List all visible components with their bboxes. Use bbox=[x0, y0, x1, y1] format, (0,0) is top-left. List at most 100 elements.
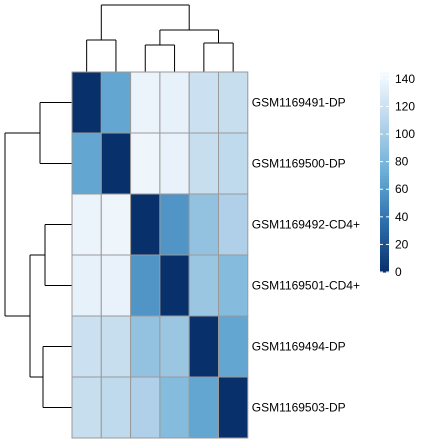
colorbar-segment bbox=[380, 72, 389, 76]
colorbar-segment bbox=[380, 142, 389, 146]
row-label: GSM1169491-DP bbox=[252, 96, 346, 110]
colorbar-tick-label: 140 bbox=[395, 72, 415, 86]
colorbar-segment bbox=[380, 208, 389, 213]
heatmap-cell bbox=[188, 254, 219, 317]
colorbar-segment bbox=[380, 172, 389, 176]
colorbar-segment bbox=[380, 215, 389, 220]
colorbar-segment bbox=[380, 202, 389, 206]
colorbar-segment bbox=[380, 135, 389, 140]
colorbar-segment bbox=[380, 128, 389, 133]
heatmap-cell bbox=[159, 132, 190, 195]
heatmap-cell bbox=[130, 132, 161, 195]
heatmap-cell bbox=[188, 315, 219, 378]
colorbar-segment bbox=[380, 118, 389, 123]
heatmap-cell bbox=[188, 193, 219, 256]
colorbar-tick-label: 0 bbox=[395, 265, 402, 279]
heatmap-cell bbox=[159, 376, 190, 439]
colorbar-segment bbox=[380, 82, 389, 86]
heatmap-cell bbox=[100, 193, 132, 256]
heatmap-cell bbox=[188, 132, 219, 195]
heatmap-cell bbox=[71, 376, 102, 439]
colorbar-segment bbox=[380, 242, 389, 246]
colorbar-segment bbox=[380, 185, 389, 190]
heatmap-cell bbox=[159, 193, 190, 256]
heatmap-cell bbox=[130, 376, 161, 439]
colorbar-segment bbox=[380, 145, 389, 150]
colorbar-segment bbox=[380, 78, 389, 83]
heatmap-cell bbox=[159, 71, 190, 134]
heatmap-cell bbox=[218, 71, 249, 134]
colorbar-segment bbox=[380, 122, 389, 126]
colorbar-tick-label: 120 bbox=[395, 99, 415, 113]
row-label: GSM1169492-CD4+ bbox=[252, 218, 360, 232]
heatmap-cell bbox=[159, 315, 190, 378]
colorbar-tick-label: 80 bbox=[395, 155, 409, 169]
heatmap-cell bbox=[100, 254, 132, 317]
colorbar-segment bbox=[380, 218, 389, 223]
heatmap-cell bbox=[218, 315, 249, 378]
colorbar-tick-label: 60 bbox=[395, 182, 409, 196]
colorbar-segment bbox=[380, 88, 389, 93]
colorbar-segment bbox=[380, 268, 389, 273]
colorbar-segment bbox=[380, 238, 389, 243]
colorbar-segment bbox=[380, 178, 389, 183]
colorbar-segment bbox=[380, 132, 389, 136]
colorbar-segment bbox=[380, 168, 389, 173]
colorbar-segment bbox=[380, 125, 389, 130]
colorbar-segment bbox=[380, 75, 389, 80]
colorbar-segment bbox=[380, 245, 389, 250]
heatmap-cells bbox=[71, 71, 249, 439]
heatmap-cell bbox=[71, 254, 102, 317]
colorbar-segment bbox=[380, 232, 389, 236]
colorbar-segment bbox=[380, 115, 389, 120]
heatmap-cell bbox=[130, 71, 161, 134]
colorbar-segment bbox=[380, 228, 389, 233]
colorbar-segment bbox=[380, 152, 389, 156]
colorbar-segment bbox=[380, 108, 389, 113]
heatmap-cell bbox=[71, 132, 102, 195]
row-label: GSM1169503-DP bbox=[252, 401, 346, 415]
colorbar-segment bbox=[380, 212, 389, 216]
heatmap-cell bbox=[130, 254, 161, 317]
colorbar: 0 20 40 60 80 100 120 140 bbox=[380, 72, 415, 279]
row-dendrogram bbox=[4, 102, 72, 408]
heatmap-cell bbox=[218, 254, 249, 317]
heatmap-cell bbox=[188, 376, 219, 439]
colorbar-segment bbox=[380, 195, 389, 200]
heatmap-cell bbox=[218, 376, 249, 439]
colorbar-segment bbox=[380, 262, 389, 266]
colorbar-segment bbox=[380, 265, 389, 270]
colorbar-segment bbox=[380, 182, 389, 186]
colorbar-segment bbox=[380, 112, 389, 116]
heatmap-cell bbox=[71, 315, 102, 378]
colorbar-segment bbox=[380, 95, 389, 100]
colorbar-segment bbox=[380, 102, 389, 106]
colorbar-segment bbox=[380, 255, 389, 260]
heatmap-cell bbox=[71, 71, 102, 134]
column-dendrogram bbox=[86, 4, 234, 72]
heatmap-cell bbox=[218, 132, 249, 195]
colorbar-segment bbox=[380, 235, 389, 240]
colorbar-tick-label: 100 bbox=[395, 127, 415, 141]
row-labels: GSM1169491-DP GSM1169500-DP GSM1169492-CD4… bbox=[252, 96, 360, 415]
heatmap-cell bbox=[100, 315, 132, 378]
colorbar-segment bbox=[380, 188, 389, 193]
colorbar-segment bbox=[380, 258, 389, 263]
row-label: GSM1169494-DP bbox=[252, 340, 346, 354]
colorbar-segment bbox=[380, 155, 389, 160]
colorbar-segment bbox=[380, 148, 389, 153]
heatmap-cell bbox=[159, 254, 190, 317]
colorbar-segment bbox=[380, 165, 389, 170]
row-label: GSM1169501-CD4+ bbox=[252, 279, 360, 293]
colorbar-segment bbox=[380, 252, 389, 256]
colorbar-segment bbox=[380, 175, 389, 180]
heatmap-cell bbox=[100, 71, 132, 134]
colorbar-segment bbox=[380, 198, 389, 203]
heatmap-cell bbox=[188, 71, 219, 134]
heatmap-cell bbox=[100, 132, 132, 195]
colorbar-segment bbox=[380, 138, 389, 143]
colorbar-segment bbox=[380, 205, 389, 210]
row-label: GSM1169500-DP bbox=[252, 157, 346, 171]
heatmap-cell bbox=[130, 315, 161, 378]
colorbar-tick-label: 20 bbox=[395, 237, 409, 251]
